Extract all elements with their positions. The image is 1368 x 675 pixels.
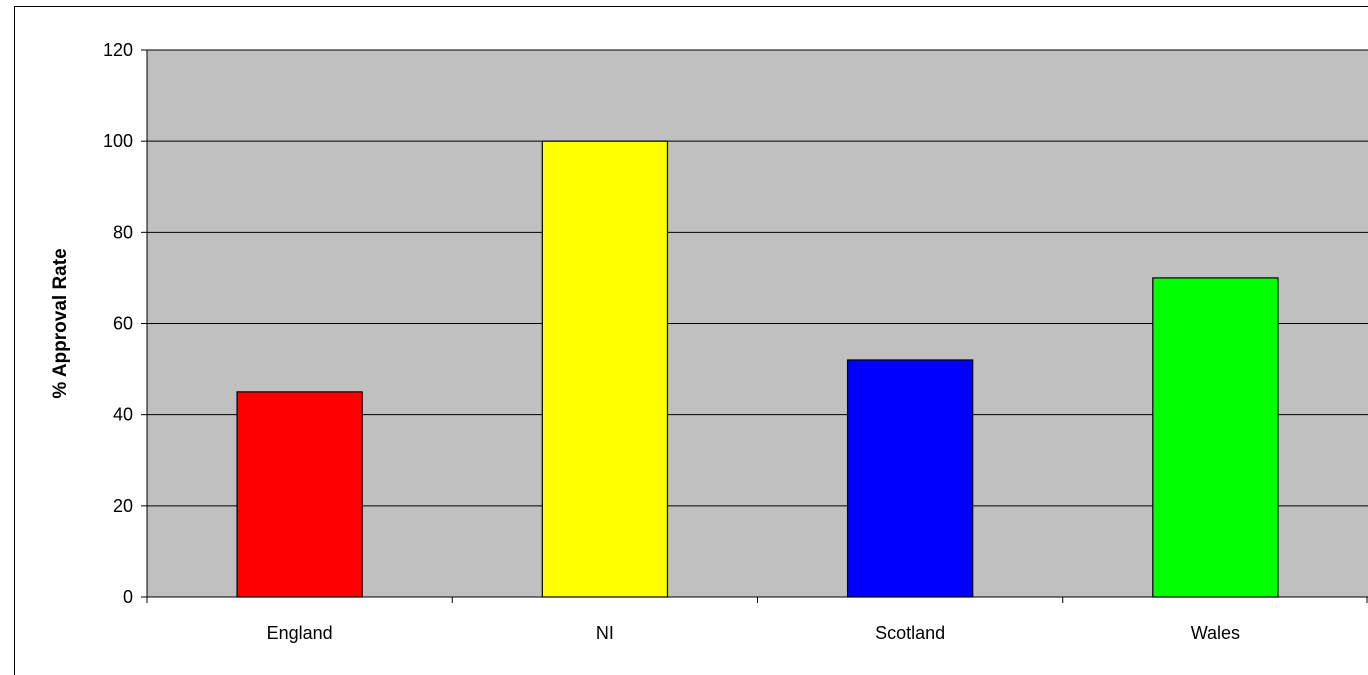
x-tick-label: Scotland bbox=[875, 623, 945, 643]
y-tick-label: 60 bbox=[113, 314, 133, 334]
y-tick-label: 120 bbox=[103, 40, 133, 60]
bars bbox=[236, 140, 1279, 598]
x-tick-label: England bbox=[267, 623, 333, 643]
bar-scotland bbox=[846, 359, 974, 598]
bar-wales bbox=[1152, 277, 1279, 598]
x-axis: England NI Scotland Wales bbox=[146, 596, 1368, 643]
y-tick-label: 100 bbox=[103, 131, 133, 151]
y-axis-title: % Approval Rate bbox=[50, 248, 71, 398]
y-tick-label: 20 bbox=[113, 496, 133, 516]
y-tick-label: 80 bbox=[113, 222, 133, 242]
bar-ni bbox=[541, 140, 669, 598]
y-tick-label: 0 bbox=[123, 587, 133, 607]
x-tick-label: NI bbox=[596, 623, 614, 643]
x-tick-label: Wales bbox=[1191, 623, 1240, 643]
y-tick-label: 40 bbox=[113, 405, 133, 425]
bar-england bbox=[236, 391, 363, 598]
y-axis: 0 20 40 60 80 100 120 bbox=[103, 40, 148, 607]
